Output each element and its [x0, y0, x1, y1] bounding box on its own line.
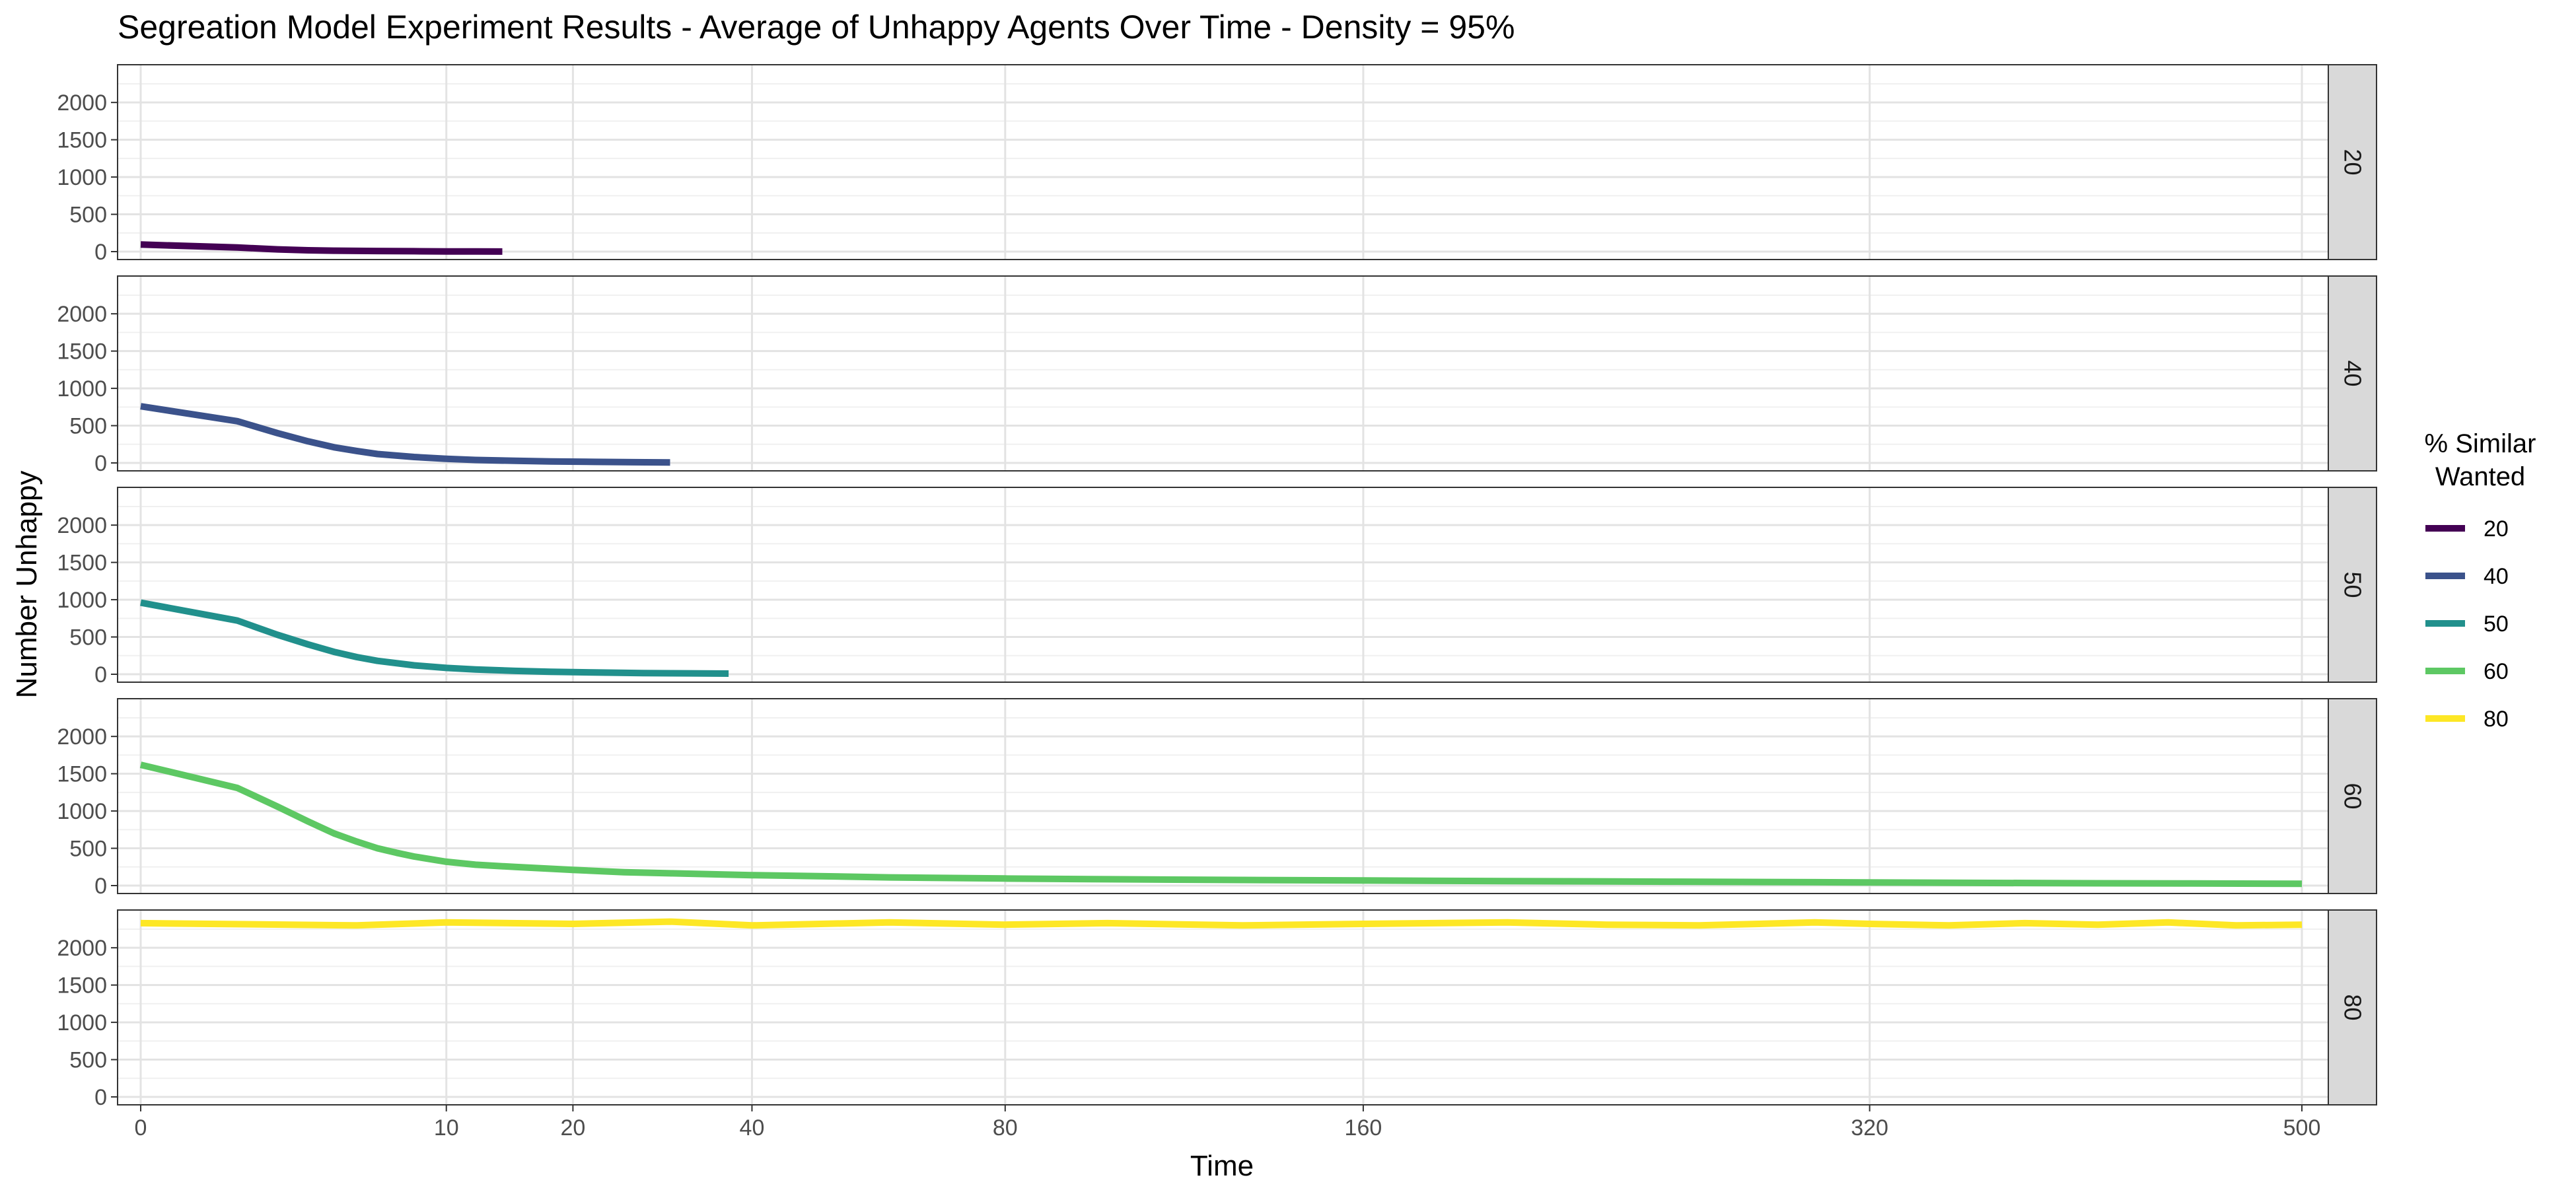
x-tick-label: 20 — [560, 1115, 585, 1140]
series-line-80 — [140, 918, 2303, 929]
y-tick-label: 500 — [69, 203, 107, 228]
x-axis-label: Time — [1190, 1150, 1254, 1182]
series-line-40 — [140, 403, 670, 466]
y-tick-label: 2000 — [57, 90, 107, 116]
legend: % Similar Wanted 20 40 50 60 80 — [2425, 429, 2536, 732]
panel-background — [118, 487, 2328, 682]
y-axis-label: Number Unhappy — [11, 471, 43, 699]
facet-strip-label: 60 — [2340, 783, 2367, 809]
legend-entry-40: 40 — [2425, 564, 2509, 589]
legend-entry-60: 60 — [2425, 659, 2509, 684]
y-tick-label: 500 — [69, 414, 107, 439]
y-tick-label: 1000 — [57, 799, 107, 824]
series-line-60 — [139, 761, 2303, 888]
facet-panels: 0500100015002000200500100015002000400500… — [57, 64, 2377, 1140]
facet-strip-label: 20 — [2340, 149, 2367, 175]
series-line-20 — [140, 241, 503, 255]
facet-strip-label: 50 — [2340, 571, 2367, 598]
facet-strip — [2328, 64, 2377, 260]
legend-title-line-2: Wanted — [2435, 462, 2525, 491]
y-tick-label: 500 — [69, 837, 107, 862]
y-tick-label: 1500 — [57, 973, 107, 999]
facet-panel-80: 0 500 1000 1500 2000 80 0 10 20 40 80 160 320 500 — [57, 909, 2377, 1140]
y-tick-label: 1500 — [57, 551, 107, 576]
y-tick-label: 1000 — [57, 165, 107, 190]
x-tick-label: 500 — [2283, 1115, 2321, 1140]
legend-label: 20 — [2484, 516, 2509, 542]
x-tick-label: 40 — [740, 1115, 765, 1140]
legend-label: 80 — [2484, 707, 2509, 732]
legend-entry-80: 80 — [2425, 707, 2509, 732]
y-tick-label: 0 — [94, 1085, 107, 1110]
y-tick-label: 2000 — [57, 513, 107, 538]
legend-label: 60 — [2484, 659, 2509, 684]
panel-background — [118, 699, 2328, 894]
facet-panel-50: 0 500 1000 1500 2000 50 — [57, 487, 2377, 687]
legend-label: 50 — [2484, 612, 2509, 637]
legend-title-line-1: % Similar — [2425, 429, 2536, 458]
chart-title: Segreation Model Experiment Results - Av… — [118, 9, 1515, 46]
legend-items: 20 40 50 60 80 — [2425, 516, 2509, 732]
y-tick-label: 1000 — [57, 1010, 107, 1035]
legend-entry-50: 50 — [2425, 612, 2509, 637]
y-tick-label: 1500 — [57, 339, 107, 365]
x-tick-label: 0 — [135, 1115, 147, 1140]
panel-background — [118, 910, 2328, 1105]
y-tick-label: 500 — [69, 1048, 107, 1073]
y-tick-label: 0 — [94, 874, 107, 899]
legend-label: 40 — [2484, 564, 2509, 589]
facet-panel-40: 0 500 1000 1500 2000 40 — [57, 275, 2377, 476]
y-tick-label: 2000 — [57, 302, 107, 327]
facet-strip — [2328, 487, 2377, 683]
facet-strip — [2328, 909, 2377, 1105]
y-tick-label: 1500 — [57, 762, 107, 787]
y-tick-label: 0 — [94, 240, 107, 265]
x-tick-label: 160 — [1345, 1115, 1382, 1140]
panel-background — [118, 65, 2328, 260]
x-tick-label: 320 — [1851, 1115, 1888, 1140]
facet-strip — [2328, 275, 2377, 472]
y-tick-label: 2000 — [57, 724, 107, 750]
y-tick-label: 500 — [69, 625, 107, 650]
facet-strip-label: 80 — [2340, 994, 2367, 1020]
y-tick-label: 1000 — [57, 376, 107, 402]
facet-panel-20: 0 500 1000 1500 2000 20 — [57, 64, 2377, 265]
y-tick-label: 0 — [94, 662, 107, 687]
y-tick-label: 0 — [94, 451, 107, 476]
y-tick-label: 2000 — [57, 936, 107, 961]
series-line-50 — [140, 599, 729, 677]
y-tick-label: 1000 — [57, 588, 107, 613]
facet-strip — [2328, 698, 2377, 894]
facet-panel-60: 0 500 1000 1500 2000 60 — [57, 698, 2377, 899]
panel-background — [118, 276, 2328, 471]
x-tick-label: 80 — [993, 1115, 1018, 1140]
legend-entry-20: 20 — [2425, 516, 2509, 542]
x-tick-label: 10 — [434, 1115, 459, 1140]
facet-strip-label: 40 — [2340, 360, 2367, 386]
y-tick-label: 1500 — [57, 128, 107, 153]
